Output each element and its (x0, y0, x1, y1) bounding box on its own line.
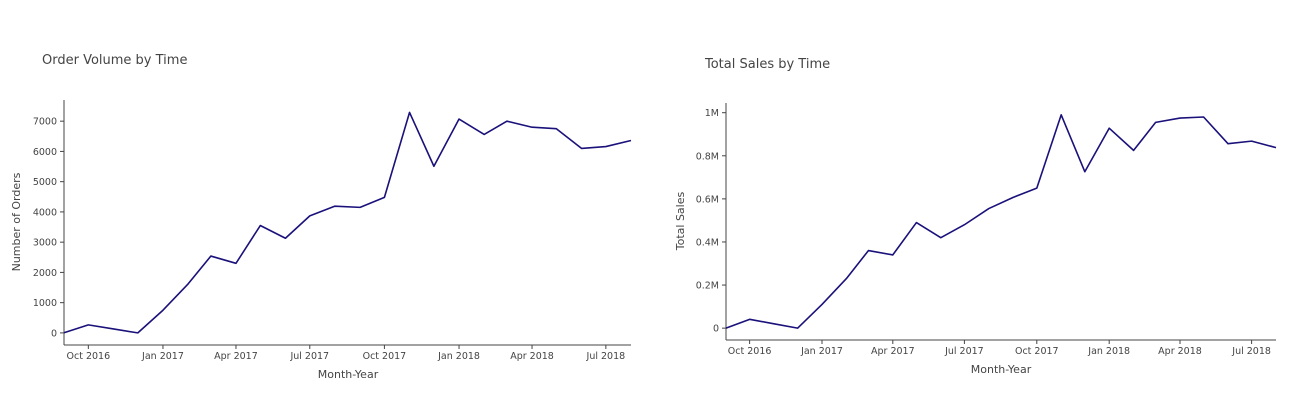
x-axis-ticks: Oct 2016 Jan 2017 Apr 2017 Jul 2017 Oct 2017… (67, 345, 626, 362)
y-tick-label: 6000 (33, 147, 57, 158)
series-line (63, 111, 632, 334)
x-tick-label: Jul 2018 (1231, 346, 1271, 357)
x-tick-label: Jan 2018 (1087, 346, 1130, 357)
x-axis-ticks: Oct 2016 Jan 2017 Apr 2017 Jul 2017 Oct 2017… (728, 340, 1271, 357)
y-tick-label: 0.8M (696, 151, 719, 162)
y-axis-title: Total Sales (674, 192, 687, 252)
y-tick-label: 0.4M (696, 237, 719, 248)
y-tick-label: 1000 (33, 298, 57, 309)
y-tick-label: 0.6M (696, 194, 719, 205)
y-tick-label: 1M (705, 108, 719, 119)
x-tick-label: Oct 2017 (363, 351, 407, 362)
x-tick-label: Jul 2018 (586, 351, 626, 362)
x-tick-label: Jan 2017 (800, 346, 843, 357)
y-tick-label: 4000 (33, 207, 57, 218)
y-axis-ticks: 0 0.2M 0.4M 0.6M 0.8M 1M (696, 108, 726, 335)
x-tick-label: Jan 2017 (141, 351, 184, 362)
x-tick-label: Jan 2018 (437, 351, 480, 362)
x-tick-label: Apr 2018 (510, 351, 554, 362)
y-tick-label: 0 (713, 324, 719, 335)
y-tick-label: 0.2M (696, 281, 719, 292)
x-tick-label: Oct 2016 (728, 346, 772, 357)
x-tick-label: Apr 2017 (214, 351, 258, 362)
chart-order-volume: Order Volume by Time 0 1000 2000 3000 4000 50… (10, 53, 632, 381)
x-tick-label: Oct 2016 (67, 351, 111, 362)
y-tick-label: 7000 (33, 117, 57, 128)
chart-title: Order Volume by Time (42, 53, 187, 68)
x-axis-title: Month-Year (318, 368, 379, 381)
y-tick-label: 0 (51, 328, 57, 339)
x-tick-label: Apr 2018 (1158, 346, 1202, 357)
y-tick-label: 3000 (33, 238, 57, 249)
y-tick-label: 5000 (33, 177, 57, 188)
x-tick-label: Jul 2017 (289, 351, 329, 362)
series-line (725, 114, 1277, 329)
y-tick-label: 2000 (33, 268, 57, 279)
x-tick-label: Jul 2017 (944, 346, 984, 357)
x-axis-title: Month-Year (971, 363, 1032, 376)
chart-title: Total Sales by Time (704, 57, 830, 72)
x-tick-label: Apr 2017 (871, 346, 915, 357)
x-tick-label: Oct 2017 (1015, 346, 1059, 357)
chart-total-sales: Total Sales by Time 00.2M0.4M0.6M0.8M1M … (674, 57, 1277, 376)
y-axis-ticks: 0 1000 2000 3000 4000 5000 6000 7000 (33, 117, 64, 339)
y-axis-title: Number of Orders (10, 172, 23, 271)
